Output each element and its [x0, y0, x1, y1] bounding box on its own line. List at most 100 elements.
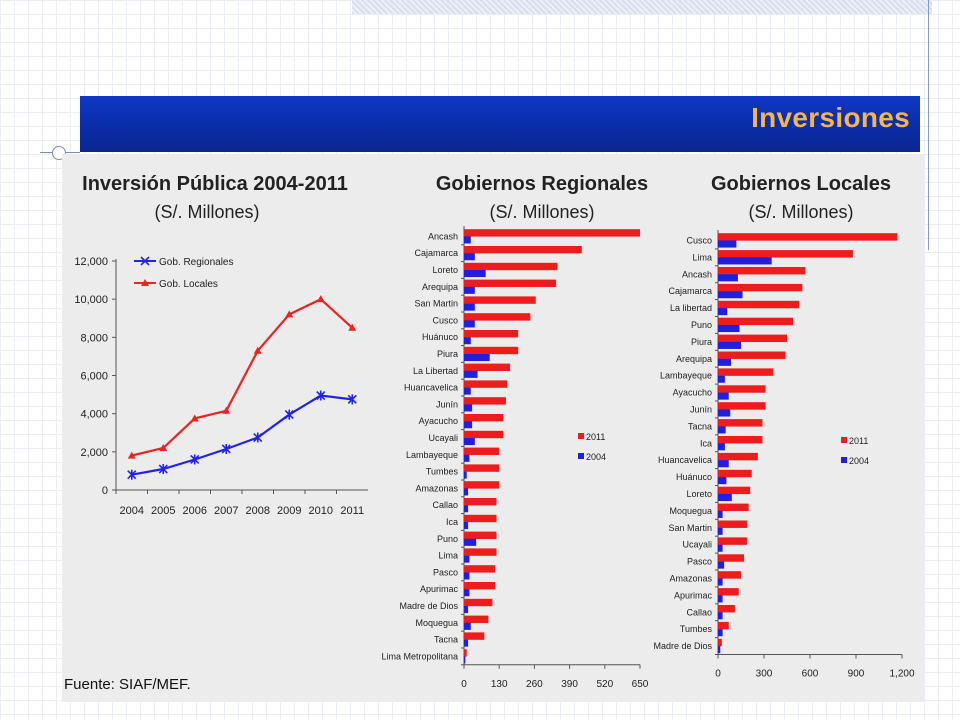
bar-2011	[464, 414, 504, 422]
bar-category-label: Apurimac	[674, 590, 713, 600]
bar-legend-swatch	[578, 433, 584, 439]
bar-legend-swatch	[841, 437, 847, 443]
bar-2004	[718, 426, 726, 434]
charts-svg: Inversión Pública 2004-2011 (S/. Millones…	[74, 173, 915, 690]
bar-category-label: Lambayeque	[660, 371, 712, 381]
bar-category-label: Ica	[700, 438, 712, 448]
bar-2011	[464, 229, 640, 237]
bar-2011	[718, 503, 749, 512]
line-x-tick-label: 2004	[120, 505, 144, 517]
bar-2004	[464, 270, 486, 278]
bar-2011	[718, 233, 898, 241]
bar-category-label: Lima	[692, 252, 712, 262]
bar-category-label: Cajamarca	[414, 248, 458, 258]
bar-category-label: Moquegua	[669, 506, 712, 516]
line-x-tick-label: 2006	[183, 505, 207, 517]
bar-2011	[464, 363, 511, 371]
bar-2011	[718, 520, 748, 528]
line-x-tick-label: 2007	[214, 505, 238, 517]
bar-category-label: San Martin	[414, 299, 458, 309]
bar-2011	[718, 469, 752, 478]
bar-x-tick-label: 600	[802, 669, 819, 680]
bar-2011	[718, 436, 763, 444]
bar-2004	[464, 370, 478, 378]
bar-category-label: Callao	[686, 607, 712, 617]
bar-x-tick-label: 0	[461, 679, 467, 690]
line-x-tick-label: 2010	[309, 505, 333, 517]
bar-2004	[718, 358, 732, 366]
bar-x-tick-label: 260	[526, 679, 543, 690]
line-point-marker	[158, 464, 168, 475]
bar-category-label: Piura	[437, 349, 458, 359]
bar-chart-subtitle: (S/. Millones)	[489, 202, 594, 222]
line-legend-marker	[141, 279, 149, 286]
line-legend-label: Gob. Regionales	[159, 257, 234, 268]
bar-category-label: Puno	[437, 534, 458, 544]
bar-2011	[464, 582, 496, 590]
line-x-tick-label: 2009	[277, 505, 301, 517]
bar-2004	[464, 555, 470, 563]
bar-category-label: Cajamarca	[668, 286, 712, 296]
bar-2004	[464, 538, 477, 546]
decor-vertical-line	[928, 0, 929, 250]
bar-2011	[718, 621, 729, 630]
line-y-tick-label: 8,000	[80, 332, 108, 344]
bar-2004	[718, 595, 723, 603]
bar-2004	[718, 544, 723, 552]
bar-2011	[464, 565, 496, 573]
bar-2004	[718, 392, 729, 400]
bar-2004	[464, 438, 475, 446]
bar-2004	[464, 303, 475, 311]
bar-2011	[464, 246, 582, 254]
bar-2004	[718, 578, 723, 586]
line-series-0	[131, 394, 353, 476]
bar-2011	[464, 346, 519, 355]
bar-category-label: Callao	[432, 500, 458, 510]
bar-2004	[718, 341, 741, 349]
bar-category-label: Ayacucho	[673, 388, 712, 398]
bar-category-label: Huancavelica	[404, 383, 458, 393]
bar-2011	[718, 402, 766, 410]
bar-category-label: Huánuco	[676, 472, 712, 482]
bar-2011	[464, 649, 467, 657]
bar-2004	[718, 629, 723, 637]
bar-2004	[718, 510, 723, 518]
bar-2004	[718, 493, 732, 502]
bar-2004	[718, 324, 740, 333]
bar-2004	[718, 477, 727, 485]
bar-2004	[718, 612, 723, 620]
bar-category-label: Amazonas	[669, 573, 712, 583]
bar-2004	[464, 354, 490, 362]
bar-2011	[718, 571, 741, 579]
bar-x-tick-label: 390	[561, 679, 578, 690]
bar-category-label: Madre de Dios	[653, 641, 712, 651]
bar-2011	[464, 615, 489, 623]
bar-x-tick-label: 300	[756, 669, 773, 680]
source-note: Fuente: SIAF/MEF.	[64, 676, 191, 693]
line-point-marker	[159, 444, 168, 452]
bar-2004	[718, 375, 725, 383]
bar-2011	[464, 313, 531, 321]
bar-2011	[464, 498, 497, 506]
bar-legend-label: 2011	[849, 436, 868, 446]
bar-x-tick-label: 900	[848, 669, 865, 680]
line-legend-marker	[140, 256, 150, 266]
top-decor-strip	[352, 0, 932, 14]
bar-2011	[464, 279, 557, 287]
bar-category-label: Arequipa	[676, 354, 712, 364]
line-series-1	[131, 297, 353, 457]
line-legend-label: Gob. Locales	[159, 279, 218, 290]
bar-category-label: Tacna	[434, 635, 458, 645]
bar-category-label: Tumbes	[426, 467, 459, 477]
bar-2011	[718, 300, 800, 309]
bar-2011	[464, 430, 504, 439]
bar-legend-label: 2004	[849, 456, 869, 466]
bar-2004	[718, 460, 729, 468]
bar-legend-label: 2011	[586, 432, 605, 442]
bar-legend-swatch	[578, 453, 584, 459]
bar-2004	[464, 236, 471, 244]
bar-2004	[464, 253, 475, 261]
bar-category-label: Cusco	[686, 235, 712, 245]
bar-category-label: Puno	[691, 320, 712, 330]
line-point-marker	[221, 443, 231, 454]
